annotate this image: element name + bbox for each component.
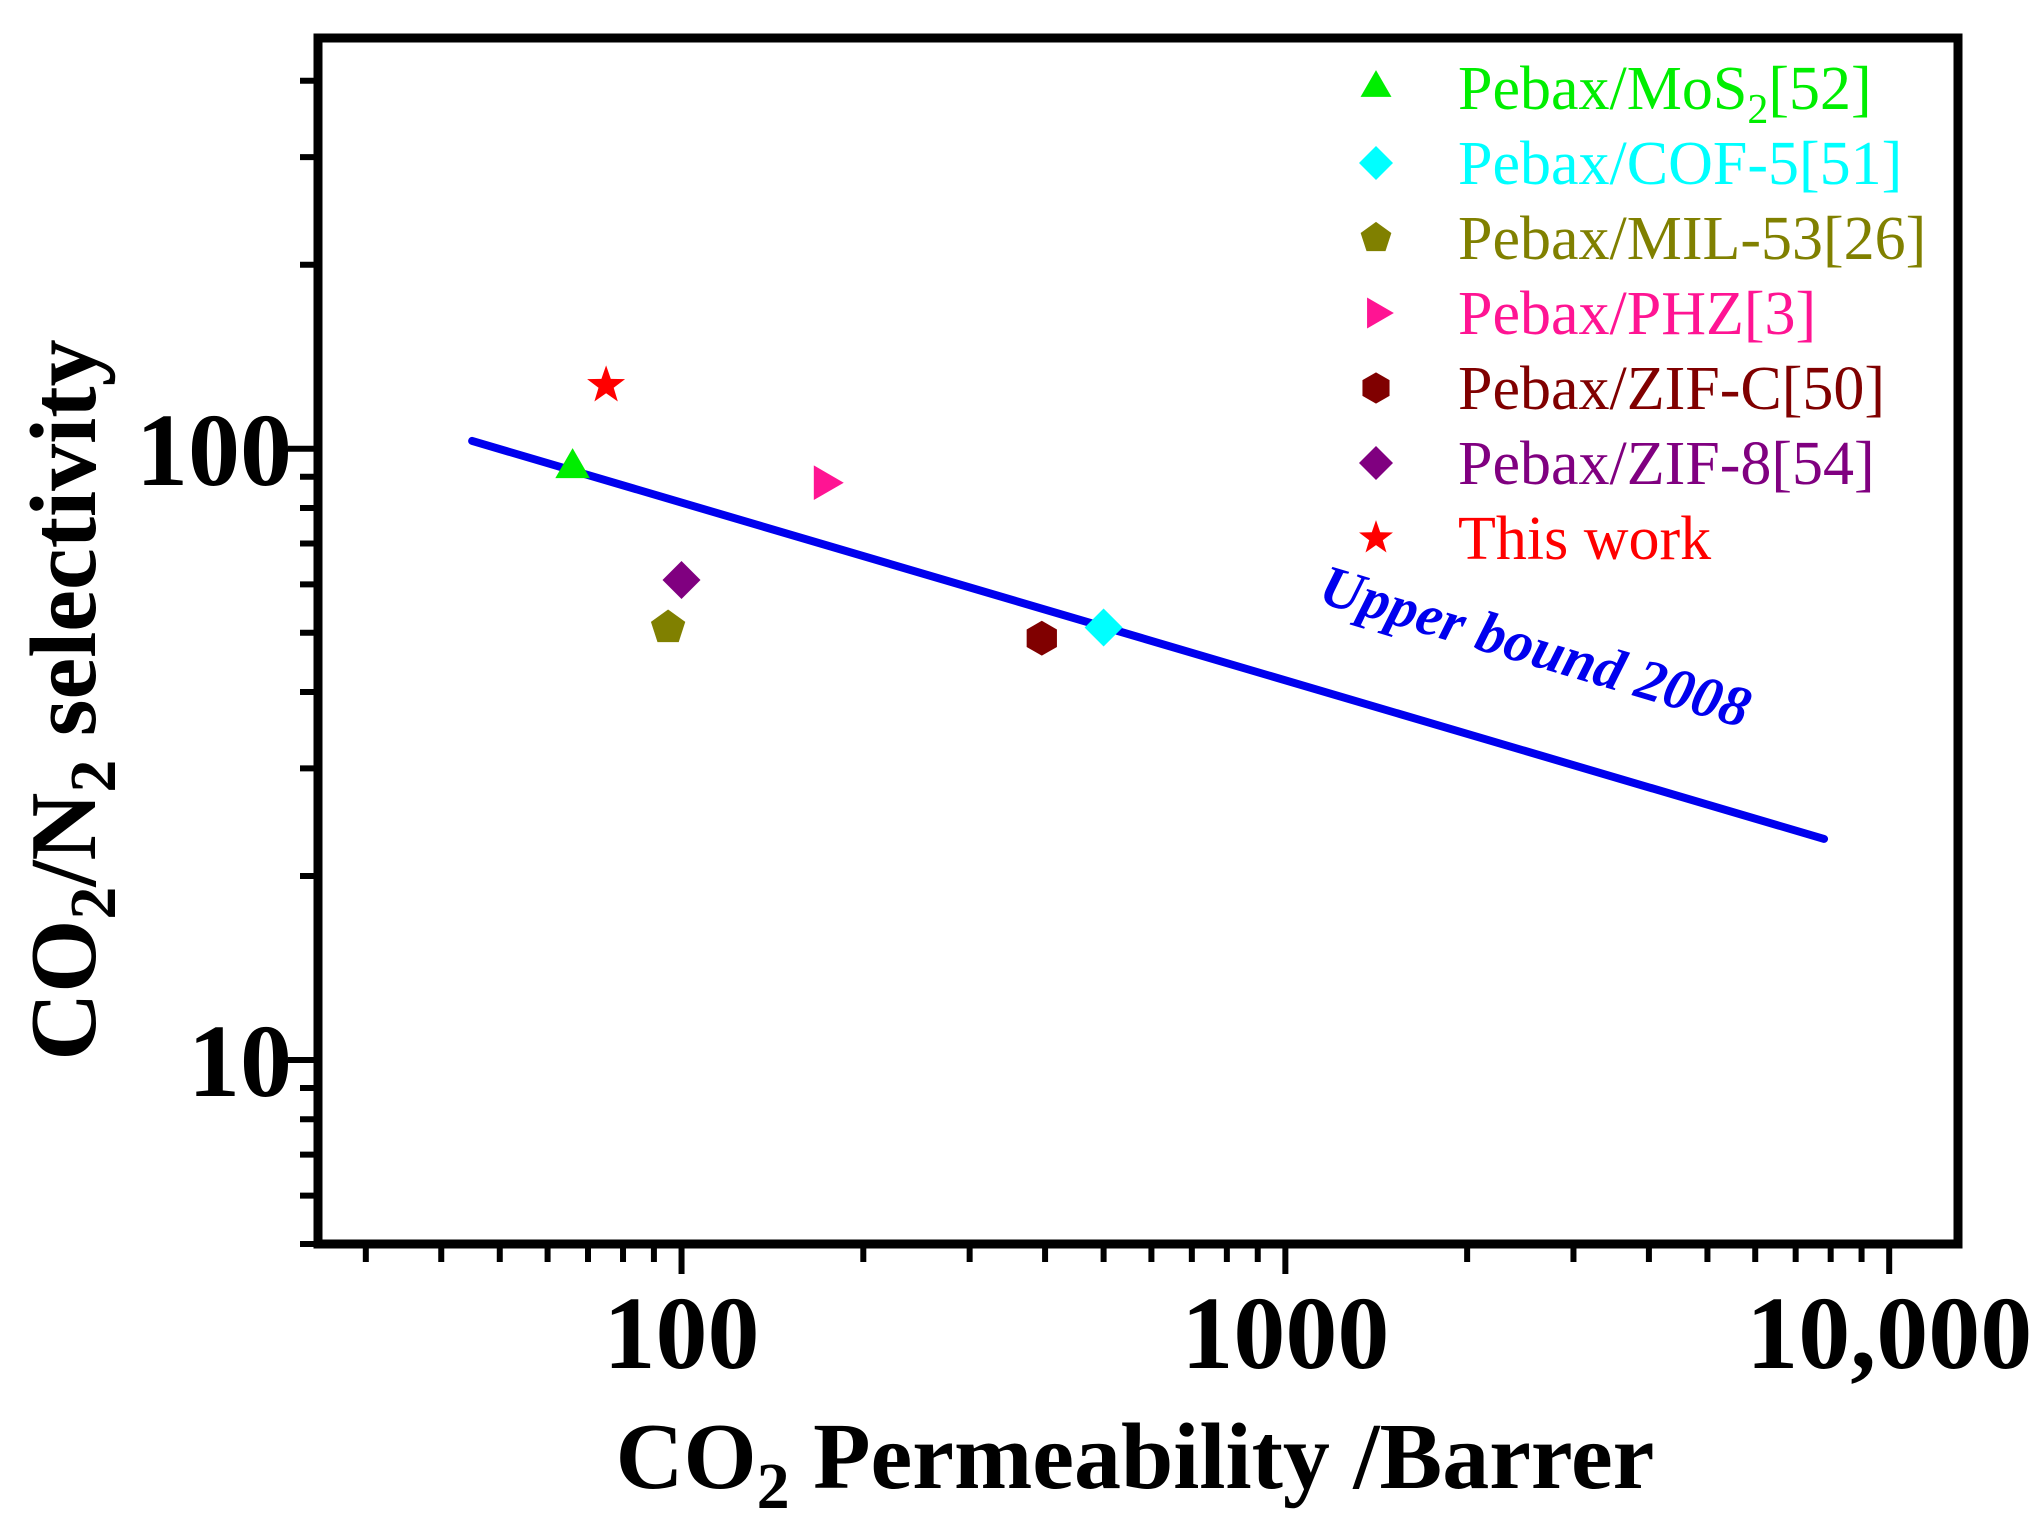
legend-item-pebax-mil-53-26: Pebax/MIL-53[26]: [1360, 205, 1926, 273]
legend-marker: [1360, 70, 1392, 97]
legend-item-pebax-zif-c-50: Pebax/ZIF-C[50]: [1362, 355, 1885, 423]
y-axis-tick-labels: 10 100: [136, 393, 292, 1119]
point-pebax-phz-3: [813, 465, 844, 500]
point-pebax-zif-8-54: [662, 561, 701, 599]
y-tick-label: 10: [188, 1004, 292, 1119]
legend-marker: [1359, 146, 1393, 180]
legend-marker: [1360, 221, 1392, 252]
legend-item-this-work: This work: [1359, 505, 1711, 573]
y-axis-title-s1: 2: [57, 887, 130, 920]
x-axis-ticks: [362, 1244, 1893, 1274]
legend-item-pebax-cof-5-51: Pebax/COF-5[51]: [1359, 130, 1902, 198]
legend-item-pebax-zif-8-54: Pebax/ZIF-8[54]: [1359, 430, 1875, 498]
legend-label-main: Pebax/MoS: [1458, 55, 1747, 123]
y-axis-title-p2: /N: [12, 793, 116, 888]
x-axis-tick-labels: 100 1000 10,000: [604, 1276, 2033, 1391]
x-axis-title-rest: Permeability /Barrer: [790, 1405, 1655, 1509]
point-pebax-zif-c-50: [1026, 620, 1057, 656]
point-pebax-mos2-52: [555, 448, 590, 479]
legend-label: Pebax/ZIF-C[50]: [1458, 355, 1885, 423]
x-tick-label: 1000: [1181, 1276, 1389, 1391]
y-axis-title-p1: CO: [12, 920, 116, 1061]
legend-label-main: This work: [1458, 505, 1711, 573]
legend-label: Pebax/COF-5[51]: [1458, 130, 1902, 198]
legend-item-pebax-mos2-52: Pebax/MoS2[52]: [1360, 55, 1872, 133]
legend-label-rest: [52]: [1768, 55, 1871, 123]
legend-marker: [1362, 372, 1390, 404]
x-axis-title: CO2 Permeability /Barrer: [616, 1405, 1655, 1514]
upper-bound-label: Upper bound 2008: [1313, 552, 1758, 741]
legend-label-main: Pebax/PHZ[3]: [1458, 280, 1816, 348]
upper-bound-line: [468, 436, 1829, 843]
legend: Pebax/MoS2[52]Pebax/COF-5[51]Pebax/MIL-5…: [1359, 55, 1926, 573]
legend-marker: [1359, 520, 1393, 553]
x-axis-title-sub: 2: [757, 1450, 790, 1514]
legend-label-main: Pebax/ZIF-8[54]: [1458, 430, 1875, 498]
legend-label-main: Pebax/COF-5[51]: [1458, 130, 1902, 198]
plot-frame: [313, 33, 1963, 1249]
legend-marker: [1359, 446, 1393, 480]
x-axis-title-main: CO: [616, 1405, 757, 1509]
legend-label: Pebax/MIL-53[26]: [1458, 205, 1926, 273]
point-pebax-mil-53-26: [650, 609, 686, 643]
legend-item-pebax-phz-3: Pebax/PHZ[3]: [1367, 280, 1816, 348]
legend-label: Pebax/PHZ[3]: [1458, 280, 1816, 348]
x-tick-label: 100: [604, 1276, 760, 1391]
legend-label-sub: 2: [1747, 87, 1768, 133]
y-tick-label: 100: [136, 393, 292, 508]
point-pebax-cof-5-51: [1084, 608, 1123, 647]
y-axis-title-p3: selectivity: [12, 339, 116, 759]
legend-label-main: Pebax/MIL-53[26]: [1458, 205, 1926, 273]
legend-label: Pebax/ZIF-8[54]: [1458, 430, 1875, 498]
data-points: [555, 365, 1123, 656]
y-axis-title: CO2/N2 selectivity: [12, 339, 130, 1060]
legend-label: Pebax/MoS2[52]: [1458, 55, 1872, 133]
y-axis-ticks: [288, 77, 318, 1247]
legend-label-main: Pebax/ZIF-C[50]: [1458, 355, 1885, 423]
point-this-work: [587, 365, 626, 402]
legend-marker: [1367, 297, 1394, 329]
y-axis-title-s2: 2: [57, 760, 130, 793]
legend-label: This work: [1458, 505, 1711, 573]
x-tick-label: 10,000: [1746, 1276, 2032, 1391]
